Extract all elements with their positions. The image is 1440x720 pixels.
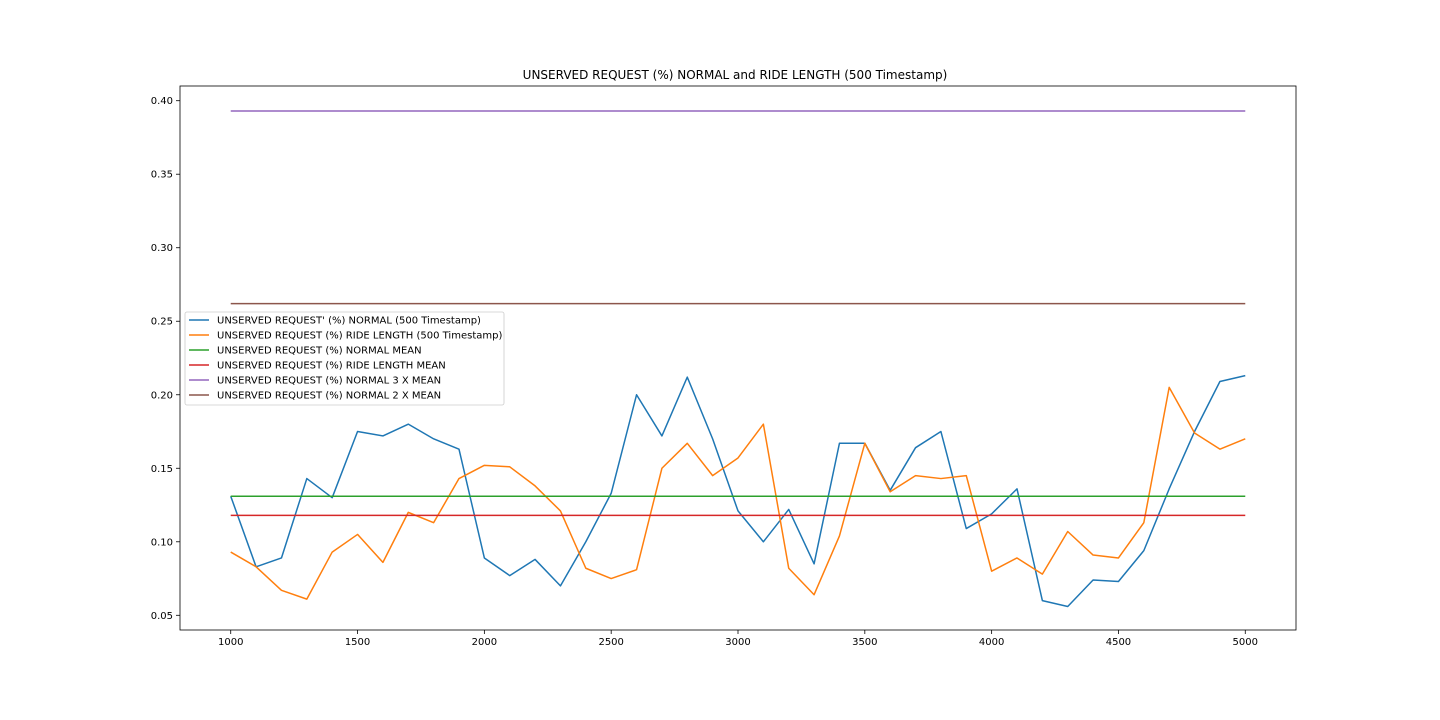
legend-label: UNSERVED REQUEST (%) NORMAL 2 X MEAN <box>217 391 441 402</box>
legend: UNSERVED REQUEST' (%) NORMAL (500 Timest… <box>184 311 505 406</box>
series-line-0 <box>230 374 1246 608</box>
legend-label: UNSERVED REQUEST (%) NORMAL MEAN <box>217 346 422 357</box>
plot-frame <box>179 85 1297 631</box>
x-tick-label: 3000 <box>725 637 750 648</box>
y-tick-label: 0.30 <box>151 243 173 254</box>
y-tick-label: 0.10 <box>151 537 173 548</box>
y-tick-label: 0.25 <box>151 317 173 328</box>
x-tick-label: 4500 <box>1106 637 1131 648</box>
x-tick-label: 3500 <box>852 637 877 648</box>
legend-label: UNSERVED REQUEST' (%) NORMAL (500 Timest… <box>217 316 481 327</box>
y-tick-label: 0.15 <box>151 464 173 475</box>
series-lines <box>230 110 1246 608</box>
x-tick-label: 4000 <box>979 637 1004 648</box>
legend-box <box>184 311 505 406</box>
x-tick-label: 1500 <box>345 637 370 648</box>
x-tick-label: 5000 <box>1233 637 1258 648</box>
y-tick-label: 0.05 <box>151 611 173 622</box>
x-tick-label: 1000 <box>218 637 243 648</box>
x-axis: 1000 1500 2000 2500 3000 3500 4000 4500 5000 <box>218 630 1258 648</box>
y-axis: 0.05 0.10 0.15 0.20 0.25 0.30 0.35 0.40 <box>151 96 180 622</box>
x-tick-label: 2000 <box>472 637 497 648</box>
legend-label: UNSERVED REQUEST (%) RIDE LENGTH (500 Ti… <box>217 331 502 342</box>
y-tick-label: 0.40 <box>151 96 173 107</box>
legend-label: UNSERVED REQUEST (%) RIDE LENGTH MEAN <box>217 361 446 372</box>
y-tick-label: 0.35 <box>151 170 173 181</box>
y-tick-label: 0.20 <box>151 390 173 401</box>
legend-label: UNSERVED REQUEST (%) NORMAL 3 X MEAN <box>217 376 441 387</box>
series-line-1 <box>230 386 1246 600</box>
x-tick-label: 2500 <box>598 637 623 648</box>
chart-title: UNSERVED REQUEST (%) NORMAL and RIDE LEN… <box>523 68 948 82</box>
